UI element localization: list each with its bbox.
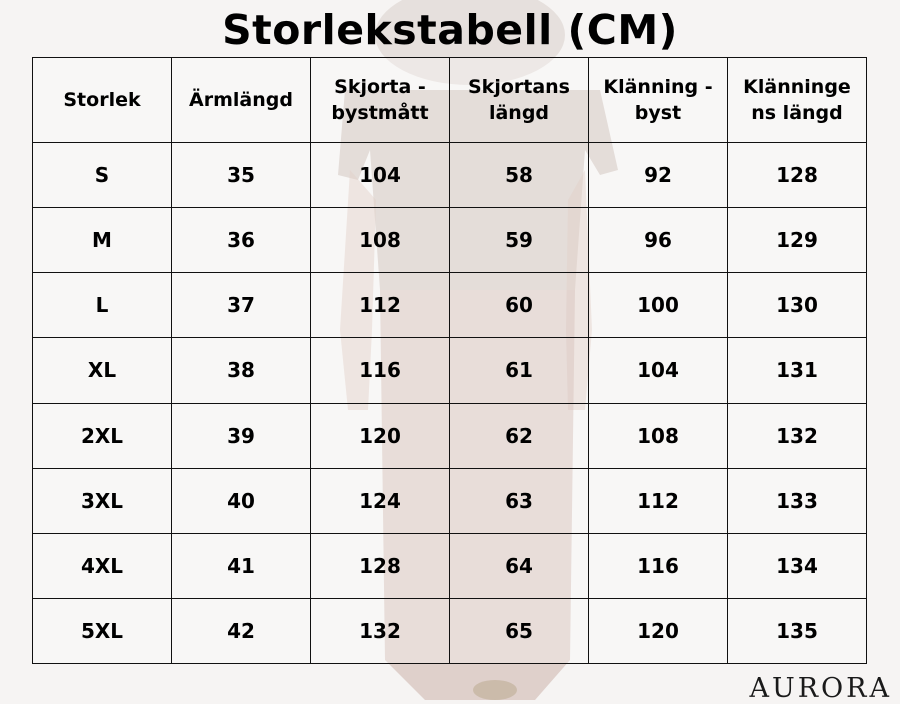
cell-dress-bust: 120: [588, 597, 728, 665]
cell-dress-length: 133: [727, 467, 867, 534]
cell-shirt-length: 62: [449, 402, 589, 469]
cell-size: 5XL: [32, 597, 172, 665]
cell-shirt-bust: 128: [310, 532, 450, 599]
cell-size: L: [32, 272, 172, 339]
cell-sleeve-length: 38: [171, 337, 311, 404]
size-table: Storlek Ärmlängd Skjorta - bystmått Skjo…: [32, 57, 867, 665]
table-row: S 35 104 58 92 128: [32, 141, 867, 209]
table-row: 2XL 39 120 62 108 132: [32, 402, 867, 469]
cell-shirt-length: 58: [449, 141, 589, 209]
cell-shirt-length: 63: [449, 467, 589, 534]
cell-shirt-bust: 132: [310, 597, 450, 665]
cell-dress-bust: 112: [588, 467, 728, 534]
cell-sleeve-length: 41: [171, 532, 311, 599]
cell-dress-bust: 92: [588, 141, 728, 209]
cell-sleeve-length: 36: [171, 207, 311, 274]
cell-sleeve-length: 37: [171, 272, 311, 339]
table-row: M 36 108 59 96 129: [32, 207, 867, 274]
cell-shirt-length: 61: [449, 337, 589, 404]
cell-dress-bust: 100: [588, 272, 728, 339]
header-shirt-length: Skjortans längd: [449, 57, 589, 143]
cell-size: 3XL: [32, 467, 172, 534]
cell-dress-length: 128: [727, 141, 867, 209]
cell-dress-length: 129: [727, 207, 867, 274]
table-row: L 37 112 60 100 130: [32, 272, 867, 339]
header-dress-length: Klänninge ns längd: [727, 57, 867, 143]
cell-dress-length: 135: [727, 597, 867, 665]
cell-size: XL: [32, 337, 172, 404]
table-row: 3XL 40 124 63 112 133: [32, 467, 867, 534]
cell-size: M: [32, 207, 172, 274]
cell-dress-bust: 104: [588, 337, 728, 404]
cell-shirt-bust: 108: [310, 207, 450, 274]
table-row: 5XL 42 132 65 120 135: [32, 597, 867, 665]
cell-shirt-length: 64: [449, 532, 589, 599]
cell-sleeve-length: 39: [171, 402, 311, 469]
cell-size: 2XL: [32, 402, 172, 469]
cell-shirt-length: 59: [449, 207, 589, 274]
header-dress-bust: Klänning - byst: [588, 57, 728, 143]
cell-dress-length: 130: [727, 272, 867, 339]
header-shirt-bust: Skjorta - bystmått: [310, 57, 450, 143]
cell-shirt-bust: 104: [310, 141, 450, 209]
header-size: Storlek: [32, 57, 172, 143]
header-sleeve-length: Ärmlängd: [171, 57, 311, 143]
cell-dress-bust: 116: [588, 532, 728, 599]
cell-dress-bust: 96: [588, 207, 728, 274]
cell-sleeve-length: 40: [171, 467, 311, 534]
cell-sleeve-length: 42: [171, 597, 311, 665]
table-row: XL 38 116 61 104 131: [32, 337, 867, 404]
cell-dress-length: 132: [727, 402, 867, 469]
cell-shirt-bust: 112: [310, 272, 450, 339]
table-header-row: Storlek Ärmlängd Skjorta - bystmått Skjo…: [32, 57, 867, 143]
cell-shirt-bust: 120: [310, 402, 450, 469]
cell-shirt-length: 65: [449, 597, 589, 665]
cell-dress-bust: 108: [588, 402, 728, 469]
brand-logo: AURORA: [749, 673, 892, 704]
page-title: Storlekstabell (CM): [222, 6, 678, 54]
cell-dress-length: 131: [727, 337, 867, 404]
cell-shirt-bust: 124: [310, 467, 450, 534]
cell-shirt-bust: 116: [310, 337, 450, 404]
cell-sleeve-length: 35: [171, 141, 311, 209]
cell-size: S: [32, 141, 172, 209]
cell-size: 4XL: [32, 532, 172, 599]
cell-dress-length: 134: [727, 532, 867, 599]
cell-shirt-length: 60: [449, 272, 589, 339]
table-row: 4XL 41 128 64 116 134: [32, 532, 867, 599]
